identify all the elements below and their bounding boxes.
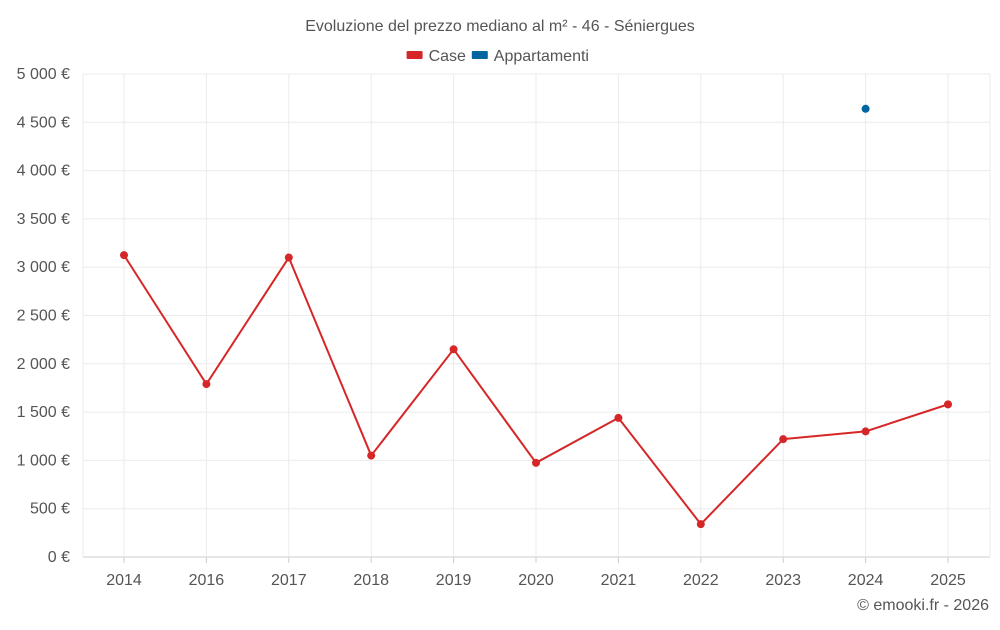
legend-item[interactable]: Appartamenti: [471, 48, 589, 65]
legend-item[interactable]: Case: [406, 48, 466, 65]
chart-title: Evoluzione del prezzo mediano al m² - 46…: [305, 18, 695, 35]
chart-credit: © emooki.fr - 2026: [857, 597, 989, 614]
data-point[interactable]: [367, 451, 376, 460]
x-tick-label: 2024: [848, 572, 884, 589]
x-tick-label: 2019: [436, 572, 472, 589]
data-point[interactable]: [861, 427, 870, 436]
y-tick-label: 4 000 €: [17, 163, 70, 180]
y-tick-label: 1 000 €: [17, 452, 70, 469]
legend-swatch: [471, 51, 488, 59]
x-tick-label: 2023: [765, 572, 801, 589]
y-axis: 0 € 500 € 1 000 € 1 500 € 2 000 € 2 500 € 3 00…: [17, 66, 70, 566]
y-tick-label: 1 500 €: [17, 404, 70, 421]
series-1: [861, 104, 870, 113]
data-point[interactable]: [120, 251, 128, 260]
y-tick-label: 5 000 €: [17, 66, 70, 83]
data-point[interactable]: [614, 413, 623, 422]
data-point[interactable]: [449, 345, 458, 354]
data-point[interactable]: [532, 458, 540, 467]
x-tick-label: 2020: [518, 572, 554, 589]
data-point[interactable]: [779, 435, 788, 444]
data-point[interactable]: [202, 380, 211, 389]
y-tick-label: 500 €: [30, 501, 70, 518]
series-layer: [120, 104, 952, 529]
x-axis: 2014 2016 2017 2018 2019 2020 2021 2022 2023 2024…: [106, 557, 966, 589]
data-point[interactable]: [284, 253, 293, 262]
y-tick-label: 2 500 €: [17, 308, 70, 325]
legend-label: Case: [429, 48, 466, 65]
legend: Case Appartamenti: [406, 48, 589, 65]
legend-swatch: [406, 51, 423, 59]
y-tick-label: 0 €: [48, 549, 70, 566]
y-tick-label: 3 500 €: [17, 211, 70, 228]
x-tick-label: 2014: [106, 572, 142, 589]
y-tick-label: 4 500 €: [17, 114, 70, 131]
data-point[interactable]: [944, 400, 952, 409]
legend-label: Appartamenti: [494, 48, 589, 65]
x-tick-label: 2025: [930, 572, 966, 589]
series-0: [120, 251, 952, 529]
x-tick-label: 2017: [271, 572, 307, 589]
x-tick-label: 2016: [189, 572, 225, 589]
data-point[interactable]: [861, 104, 870, 113]
y-tick-label: 3 000 €: [17, 259, 70, 276]
x-tick-label: 2021: [601, 572, 637, 589]
grid-lines: [82, 73, 991, 558]
y-tick-label: 2 000 €: [17, 356, 70, 373]
data-point[interactable]: [696, 520, 705, 529]
x-tick-label: 2018: [353, 572, 389, 589]
x-tick-label: 2022: [683, 572, 719, 589]
